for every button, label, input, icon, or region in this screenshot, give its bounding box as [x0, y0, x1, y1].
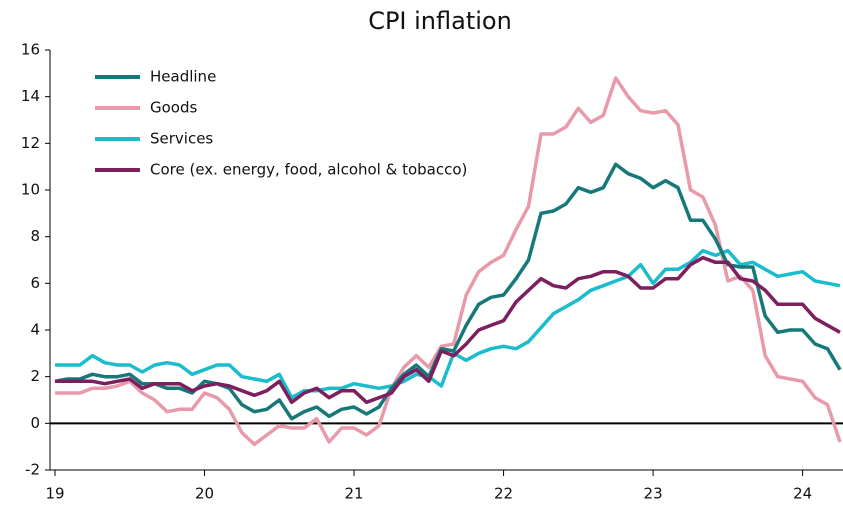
y-tick-label: 4: [30, 321, 40, 339]
chart-title: CPI inflation: [368, 7, 512, 35]
y-tick-label: 10: [21, 181, 40, 199]
x-tick-label: 23: [644, 485, 663, 503]
legend-label: Headline: [150, 68, 216, 86]
x-tick-label: 24: [793, 485, 812, 503]
y-tick-label: 0: [30, 414, 40, 432]
legend-label: Services: [150, 130, 213, 148]
series-line: [55, 248, 841, 400]
y-tick-label: 12: [21, 134, 40, 152]
series-line: [54, 162, 842, 421]
legend-label: Core (ex. energy, food, alcohol & tobacc…: [150, 161, 467, 179]
series-line: [55, 76, 842, 447]
y-tick-label: 6: [30, 274, 40, 292]
y-tick-label: 2: [30, 367, 40, 385]
legend-label: Goods: [150, 99, 197, 117]
y-tick-label: 14: [21, 87, 40, 105]
y-tick-label: 8: [30, 227, 40, 245]
x-tick-label: 22: [494, 485, 513, 503]
y-tick-label: -2: [25, 461, 40, 479]
series-line: [55, 255, 841, 405]
x-tick-label: 20: [195, 485, 214, 503]
x-tick-label: 19: [45, 485, 64, 503]
x-tick-label: 21: [345, 485, 364, 503]
y-tick-label: 16: [21, 41, 40, 59]
